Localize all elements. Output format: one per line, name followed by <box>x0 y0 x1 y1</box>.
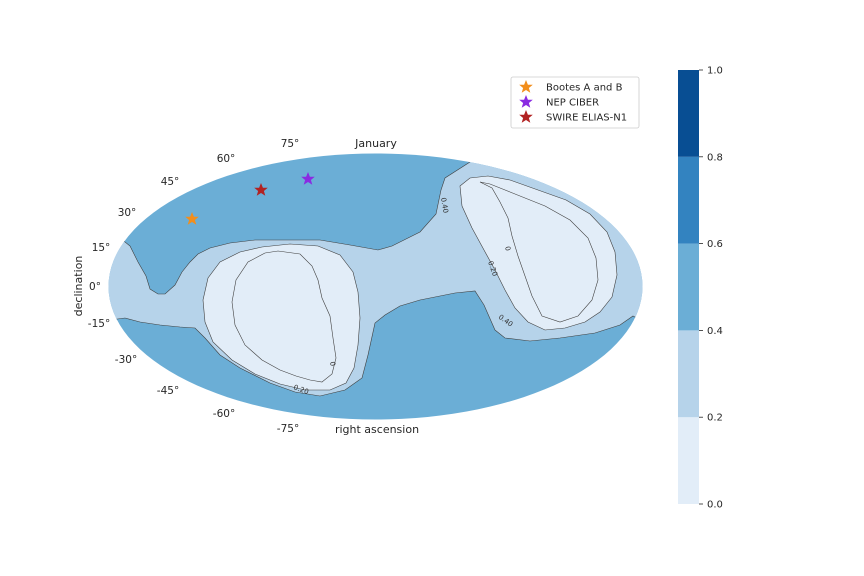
declination-tick-label: 30° <box>118 207 137 219</box>
declination-tick-label: 0° <box>89 281 101 293</box>
declination-tick-label: 45° <box>161 176 180 188</box>
contour-fill-0.0-0.2-left <box>202 243 361 391</box>
contour-line-0-left <box>231 250 337 383</box>
contour-label-0-right: 0 <box>503 245 512 251</box>
declination-tick-label: -15° <box>88 318 110 330</box>
declination-tick-label: 60° <box>217 153 236 165</box>
contour-line-0.4-north <box>108 161 471 295</box>
legend-frame <box>510 76 640 129</box>
declination-tick-label: -60° <box>213 408 235 420</box>
colorbar-tick-label: 0.8 <box>707 152 723 163</box>
contour-fill-0.0-0.2-right <box>459 175 618 331</box>
january-label: January <box>354 137 397 150</box>
legend-label: NEP CIBER <box>546 98 599 109</box>
declination-ticks: 75° 60° 45° 30° 15° 0° -15° -30° -45° -60° -75° <box>88 138 300 435</box>
colorbar-tick-label: 0.6 <box>707 239 723 250</box>
colorbar-tick-label: 1.0 <box>707 66 723 77</box>
contour-label-0-left: 0 <box>328 361 337 367</box>
declination-tick-label: -30° <box>115 354 137 366</box>
contour-line-0-right <box>479 181 599 323</box>
declination-tick-label: -45° <box>157 385 179 397</box>
colorbar-band <box>678 243 699 331</box>
colorbar-tick-label: 0.2 <box>707 413 723 424</box>
declination-axis-label: declination <box>72 256 85 317</box>
colorbar-band <box>678 156 699 244</box>
declination-tick-label: -75° <box>277 423 299 435</box>
legend-label: Bootes A and B <box>546 83 623 94</box>
declination-tick-label: 75° <box>281 138 300 150</box>
legend-label: SWIRE ELIAS-N1 <box>546 113 627 124</box>
right-ascension-axis-label: right ascension <box>335 423 419 436</box>
declination-tick-label: 15° <box>92 242 111 254</box>
colorbar-band <box>678 417 699 504</box>
sky-map: 0.40 0 0.20 0.40 0 0.20 <box>108 153 643 420</box>
contour-line-0.4-south <box>108 290 643 397</box>
colorbar-tick-label: 0.0 <box>707 500 723 511</box>
colorbar: 0.0 0.2 0.4 0.6 0.8 1.0 <box>678 66 723 511</box>
legend: Bootes A and B NEP CIBER SWIRE ELIAS-N1 <box>510 76 640 129</box>
contour-label-040-right: 0.40 <box>439 197 450 214</box>
colorbar-tick-label: 0.4 <box>707 326 723 337</box>
colorbar-band <box>678 330 699 418</box>
colorbar-band <box>678 70 699 157</box>
